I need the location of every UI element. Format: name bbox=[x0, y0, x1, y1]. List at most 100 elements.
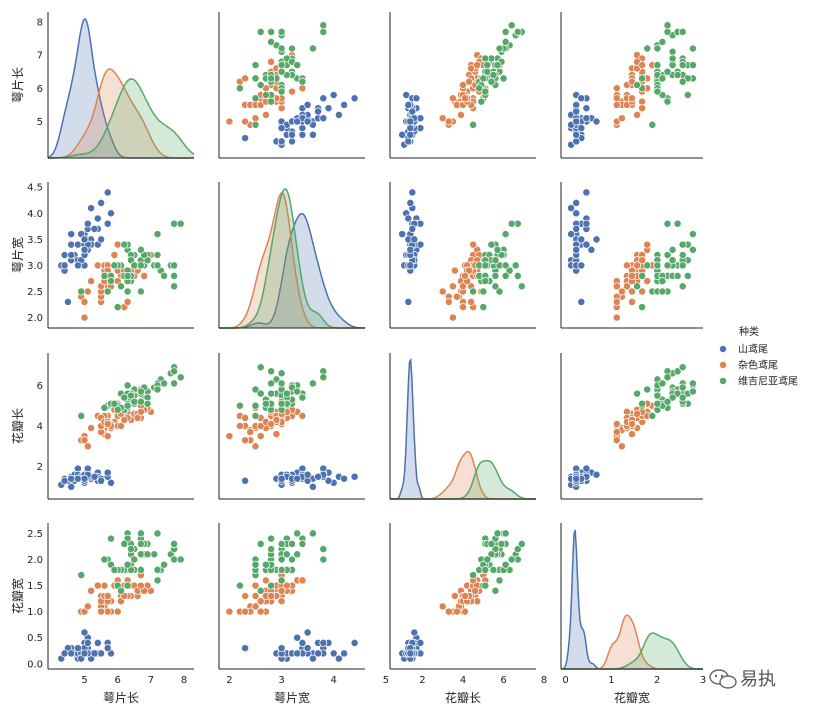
scatter-point bbox=[256, 422, 265, 430]
y-axis-title: 花瓣长 bbox=[10, 408, 25, 444]
scatter-point bbox=[120, 393, 129, 402]
scatter-point bbox=[256, 81, 265, 89]
scatter-point bbox=[638, 97, 647, 106]
y-axis-title: 花瓣宽 bbox=[10, 578, 25, 614]
scatter-point bbox=[303, 117, 312, 126]
scatter-point bbox=[398, 230, 407, 239]
x-tick-label: 0 bbox=[562, 675, 568, 686]
scatter-point bbox=[241, 476, 250, 485]
scatter-point bbox=[467, 297, 476, 306]
scatter-point bbox=[110, 261, 119, 270]
scatter-point bbox=[668, 61, 677, 70]
scatter-point bbox=[110, 565, 119, 574]
scatter-point bbox=[261, 91, 270, 99]
scatter-point bbox=[107, 277, 115, 286]
scatter-point bbox=[160, 271, 169, 280]
scatter-point bbox=[668, 256, 677, 265]
scatter-point bbox=[136, 407, 145, 416]
scatter-point bbox=[127, 545, 135, 554]
scatter-point bbox=[308, 44, 317, 53]
scatter-point bbox=[277, 379, 286, 388]
scatter-point bbox=[261, 110, 270, 119]
scatter-point bbox=[577, 94, 586, 103]
scatter-point bbox=[582, 104, 591, 113]
scatter-point bbox=[572, 107, 581, 116]
x-axis-title: 萼片长 bbox=[103, 691, 139, 705]
scatter-point bbox=[153, 576, 162, 585]
scatter-point bbox=[483, 67, 492, 76]
scatter-point bbox=[136, 581, 145, 590]
scatter-point bbox=[267, 97, 276, 106]
kde-area-维吉尼亚鸢尾 bbox=[219, 189, 365, 328]
y-tick-label: 7 bbox=[37, 51, 43, 62]
scatter-point bbox=[83, 602, 92, 611]
scatter-point bbox=[483, 555, 492, 564]
scatter-point bbox=[308, 654, 317, 663]
scatter-point bbox=[225, 607, 234, 616]
scatter-point bbox=[688, 387, 697, 396]
scatter-point bbox=[612, 100, 621, 109]
scatter-point bbox=[308, 379, 317, 388]
scatter-point bbox=[136, 287, 145, 296]
scatter-point bbox=[100, 581, 109, 590]
scatter-point bbox=[73, 261, 82, 270]
scatter-point bbox=[136, 397, 145, 406]
scatter-point bbox=[663, 67, 672, 76]
scatter-point bbox=[120, 240, 129, 249]
scatter-point bbox=[572, 198, 581, 207]
scatter-point bbox=[60, 649, 69, 658]
scatter-point bbox=[592, 235, 601, 244]
scatter-point bbox=[298, 638, 307, 647]
scatter-point bbox=[572, 224, 581, 233]
x-axis-title: 萼片宽 bbox=[274, 690, 310, 705]
scatter-point bbox=[67, 474, 76, 483]
scatter-point bbox=[251, 94, 260, 103]
scatter-point bbox=[267, 379, 276, 388]
panel-0-3 bbox=[560, 12, 703, 159]
scatter-point bbox=[77, 411, 86, 420]
scatter-point bbox=[293, 117, 302, 126]
scatter-point bbox=[501, 529, 510, 538]
scatter-point bbox=[97, 476, 106, 485]
scatter-point bbox=[277, 597, 286, 606]
scatter-point bbox=[251, 61, 260, 70]
scatter-point bbox=[438, 287, 447, 296]
scatter-point bbox=[113, 303, 122, 312]
scatter-point bbox=[267, 389, 276, 398]
scatter-point bbox=[668, 393, 677, 402]
scatter-point bbox=[143, 399, 152, 408]
scatter-point bbox=[298, 130, 307, 139]
scatter-point bbox=[612, 313, 621, 322]
scatter-point bbox=[298, 77, 307, 86]
x-axis-title: 花瓣长 bbox=[445, 690, 481, 705]
scatter-point bbox=[298, 84, 307, 93]
scatter-point bbox=[481, 581, 490, 590]
scatter-point bbox=[60, 476, 69, 485]
scatter-point bbox=[495, 44, 504, 53]
scatter-point bbox=[483, 61, 492, 70]
scatter-point bbox=[241, 592, 250, 600]
scatter-point bbox=[582, 240, 591, 249]
scatter-point bbox=[643, 261, 652, 270]
scatter-point bbox=[350, 94, 359, 103]
scatter-point bbox=[658, 379, 667, 388]
scatter-point bbox=[469, 287, 478, 296]
scatter-point bbox=[402, 91, 411, 99]
panel-0-0: 5 6 7 8 萼片长 bbox=[11, 12, 195, 159]
legend-marker bbox=[719, 361, 727, 369]
scatter-point bbox=[100, 555, 109, 564]
scatter-point bbox=[493, 529, 502, 538]
scatter-point bbox=[668, 54, 677, 63]
scatter-point bbox=[319, 373, 328, 382]
scatter-point bbox=[638, 61, 647, 70]
scatter-point bbox=[582, 464, 591, 473]
scatter-point bbox=[272, 375, 281, 384]
scatter-point bbox=[241, 607, 250, 616]
scatter-point bbox=[459, 81, 467, 89]
scatter-point bbox=[293, 649, 302, 658]
y-tick-label: 4.0 bbox=[27, 209, 43, 220]
scatter-point bbox=[658, 37, 667, 46]
scatter-point bbox=[123, 287, 132, 296]
scatter-point bbox=[225, 117, 234, 126]
x-tick-label: 1 bbox=[608, 675, 614, 686]
